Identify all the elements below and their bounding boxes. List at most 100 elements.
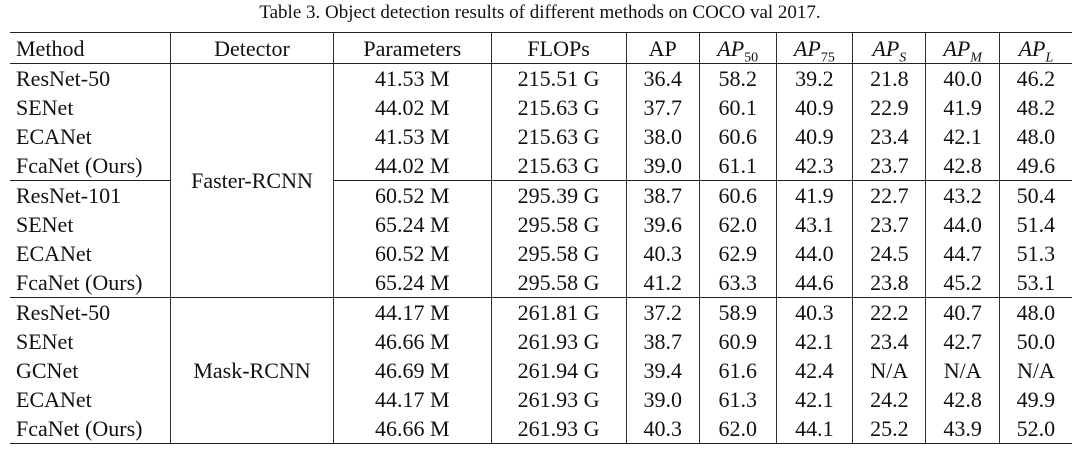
- value-cell: 295.58 G: [490, 268, 627, 298]
- value-cell: 42.8: [925, 385, 1000, 414]
- value-cell: 23.4: [852, 327, 926, 356]
- table-row: ECANet 44.17 M 261.93 G 39.0 61.3 42.1 24.2 42.…: [10, 385, 1072, 414]
- value-cell: 24.2: [852, 385, 926, 414]
- results-table: Method Detector Parameters FLOPs AP AP50…: [10, 32, 1072, 444]
- value-cell: 39.2: [775, 63, 853, 93]
- table-row: SENet 46.66 M 261.93 G 38.7 60.9 42.1 23.4 42.7…: [10, 327, 1072, 356]
- value-cell: 42.1: [925, 122, 1000, 151]
- value-cell: 38.7: [625, 180, 700, 210]
- value-cell: 45.2: [925, 268, 1000, 298]
- table-row: ResNet-50 Mask-RCNN 44.17 M 261.81 G 37.2 58.…: [10, 297, 1072, 444]
- value-cell: 39.4: [625, 356, 700, 385]
- value-cell: 60.9: [698, 327, 777, 356]
- table-caption: Table 3. Object detection results of dif…: [259, 2, 821, 23]
- value-cell: 295.58 G: [490, 210, 627, 239]
- value-cell: 23.7: [852, 151, 926, 181]
- value-cell: 23.8: [852, 268, 926, 298]
- header-apl: APL: [998, 32, 1072, 64]
- table-row: SENet 44.02 M 215.63 G 37.7 60.1 40.9 22.9 41.9…: [10, 93, 1072, 122]
- method-cell: ECANet: [16, 124, 92, 149]
- value-cell: 44.1: [775, 414, 853, 444]
- method-cell: FcaNet (Ours): [10, 268, 171, 298]
- value-cell: 42.4: [775, 356, 853, 385]
- value-cell: 215.63 G: [490, 151, 627, 181]
- value-cell: 42.8: [925, 151, 1000, 181]
- value-cell: 261.94 G: [490, 356, 627, 385]
- value-cell: 22.2: [852, 297, 926, 327]
- header-detector: Detector: [170, 32, 334, 64]
- method-cell: ResNet-50: [16, 66, 111, 91]
- value-cell: N/A: [852, 356, 926, 385]
- header-ap: AP: [625, 32, 700, 64]
- value-cell: 40.9: [775, 122, 853, 151]
- value-cell: 43.2: [925, 180, 1000, 210]
- value-cell: 65.24 M: [375, 212, 450, 237]
- value-cell: N/A: [998, 356, 1072, 385]
- value-cell: 215.63 G: [490, 122, 627, 151]
- header-apm: APM: [925, 32, 1000, 64]
- value-cell: 39.0: [625, 151, 700, 181]
- method-cell: FcaNet (Ours): [10, 414, 171, 444]
- value-cell: 295.58 G: [490, 239, 627, 268]
- value-cell: 42.1: [775, 385, 853, 414]
- value-cell: 48.0: [998, 122, 1072, 151]
- value-cell: 53.1: [998, 268, 1072, 298]
- value-cell: 24.5: [852, 239, 926, 268]
- header-parameters: Parameters: [333, 32, 492, 64]
- value-cell: 40.3: [625, 239, 700, 268]
- value-cell: 51.4: [998, 210, 1072, 239]
- value-cell: 44.0: [925, 210, 1000, 239]
- value-cell: 48.0: [998, 297, 1072, 327]
- value-cell: 61.3: [698, 385, 777, 414]
- method-cell: SENet: [16, 212, 74, 237]
- value-cell: N/A: [925, 356, 1000, 385]
- value-cell: 49.9: [998, 385, 1072, 414]
- value-cell: 40.0: [925, 63, 1000, 93]
- method-cell: ResNet-101: [16, 183, 122, 208]
- value-cell: 23.7: [852, 210, 926, 239]
- header-flops: FLOPs: [490, 32, 627, 64]
- table-row: FcaNet (Ours) 46.66 M 261.93 G 40.3 62.0 44.1…: [10, 414, 1072, 444]
- value-cell: 60.1: [698, 93, 777, 122]
- value-cell: 23.4: [852, 122, 926, 151]
- table-row: FcaNet (Ours) 44.02 M 215.63 G 39.0 61.1 42.3…: [10, 151, 1072, 181]
- value-cell: 43.9: [925, 414, 1000, 444]
- value-cell: 215.63 G: [490, 93, 627, 122]
- value-cell: 42.1: [775, 327, 853, 356]
- value-cell: 44.7: [925, 239, 1000, 268]
- table-body: ResNet-50 Faster-RCNN 41.53 M 215.51 G 36.4 5…: [10, 63, 1072, 444]
- value-cell: 39.6: [625, 210, 700, 239]
- value-cell: 42.3: [775, 151, 853, 181]
- value-cell: 61.1: [698, 151, 777, 181]
- value-cell: 44.17 M: [375, 387, 450, 412]
- value-cell: 44.6: [775, 268, 853, 298]
- value-cell: 58.2: [698, 63, 777, 93]
- header-row: Method Detector Parameters FLOPs AP AP50…: [10, 32, 1072, 64]
- table-row: ResNet-101 60.52 M 295.39 G 38.7 60.6 41.9 22.…: [10, 180, 1072, 210]
- value-cell: 51.3: [998, 239, 1072, 268]
- header-ap50: AP50: [698, 32, 777, 64]
- value-cell: 52.0: [998, 414, 1072, 444]
- value-cell: 62.9: [698, 239, 777, 268]
- method-cell: SENet: [16, 95, 74, 120]
- value-cell: 46.69 M: [375, 358, 450, 383]
- value-cell: 41.9: [925, 93, 1000, 122]
- header-ap75: AP75: [775, 32, 853, 64]
- value-cell: 40.3: [775, 297, 853, 327]
- value-cell: 46.66 M: [375, 329, 450, 354]
- value-cell: 62.0: [698, 210, 777, 239]
- table-row: SENet 65.24 M 295.58 G 39.6 62.0 43.1 23.7 44.0…: [10, 210, 1072, 239]
- value-cell: 295.39 G: [490, 180, 627, 210]
- value-cell: 41.53 M: [375, 66, 450, 91]
- value-cell: 63.3: [698, 268, 777, 298]
- value-cell: 43.1: [775, 210, 853, 239]
- value-cell: 37.7: [625, 93, 700, 122]
- value-cell: 44.17 M: [375, 300, 450, 325]
- detector-cell: Mask-RCNN: [170, 297, 334, 444]
- value-cell: 22.9: [852, 93, 926, 122]
- value-cell: 44.02 M: [333, 151, 492, 181]
- table-row: FcaNet (Ours) 65.24 M 295.58 G 41.2 63.3 44.6…: [10, 268, 1072, 298]
- value-cell: 60.6: [698, 122, 777, 151]
- value-cell: 261.81 G: [490, 297, 627, 327]
- value-cell: 41.53 M: [375, 124, 450, 149]
